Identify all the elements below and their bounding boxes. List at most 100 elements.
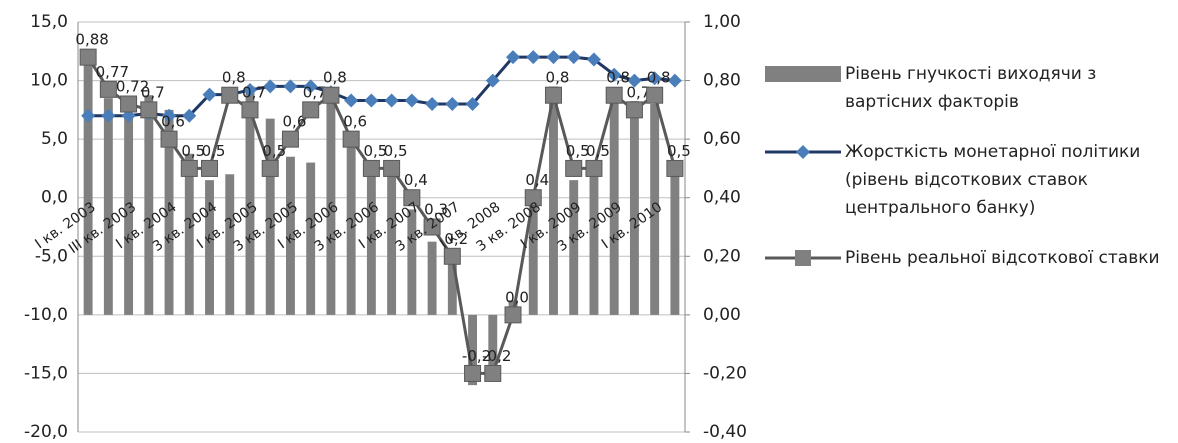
- marker: [261, 159, 279, 177]
- marker: [605, 86, 623, 104]
- bar: [205, 180, 214, 315]
- legend-item: Жорсткість монетарної політики (рівень в…: [765, 138, 1175, 222]
- marker: [566, 50, 581, 65]
- marker: [162, 108, 177, 123]
- y2-tick-label: 0,00: [703, 305, 741, 325]
- data-label: 0,5: [586, 142, 610, 160]
- marker: [384, 93, 399, 108]
- marker: [423, 218, 441, 236]
- data-label: 0,7: [626, 83, 650, 101]
- marker: [283, 79, 298, 94]
- bar: [589, 168, 599, 315]
- bar: [326, 98, 336, 315]
- bar: [265, 118, 275, 315]
- marker: [383, 159, 401, 177]
- y-tick-label: 10,0: [30, 71, 68, 91]
- legend-swatch: [765, 66, 841, 82]
- bar: [245, 86, 255, 315]
- chart: -20,0 -15,0 -10,0 -5,0 0,0 5,0 10,0 15,0 -0,40 -0…: [24, 12, 747, 442]
- marker: [526, 50, 541, 65]
- y2-tick-label: 0,60: [703, 129, 741, 149]
- bar: [609, 95, 619, 315]
- data-label: 0,6: [283, 113, 307, 131]
- marker: [221, 86, 239, 104]
- data-label: 0,88: [75, 31, 108, 49]
- bar: [549, 86, 558, 315]
- marker: [362, 159, 380, 177]
- bar: [164, 109, 174, 315]
- data-label: 0,5: [262, 142, 286, 160]
- bar: [83, 63, 93, 315]
- swatch: [795, 250, 811, 266]
- marker: [443, 247, 461, 265]
- bar: [366, 174, 376, 315]
- marker: [344, 93, 359, 108]
- marker: [485, 73, 500, 88]
- y2-tick-label: 0,80: [703, 71, 741, 91]
- data-label: 0,4: [525, 171, 549, 189]
- data-label: 0,6: [343, 113, 367, 131]
- bar: [285, 156, 295, 315]
- bar: [650, 104, 660, 315]
- y-tick-label: -5,0: [35, 246, 68, 266]
- bar: [629, 101, 639, 315]
- y2-tick-label: 1,00: [703, 12, 741, 32]
- data-label: 0,6: [161, 113, 185, 131]
- bar: [468, 314, 478, 386]
- y2-tick-label: 0,20: [703, 246, 741, 266]
- marker: [404, 93, 419, 108]
- marker: [504, 306, 522, 324]
- data-label: 0,5: [202, 142, 226, 160]
- legend: Рівень гнучкості виходячи з вартісних фа…: [765, 60, 1175, 294]
- bar: [407, 209, 417, 315]
- marker: [202, 87, 217, 102]
- data-label: -0,2: [462, 347, 491, 365]
- marker: [647, 71, 662, 86]
- legend-label: Жорсткість монетарної політики (рівень в…: [845, 142, 1141, 218]
- marker: [81, 108, 96, 123]
- y-tick-label: -20,0: [24, 422, 68, 442]
- marker: [403, 189, 421, 207]
- marker: [322, 86, 340, 104]
- data-label: 0,5: [181, 142, 205, 160]
- bar: [569, 180, 579, 315]
- legend-swatch: [765, 145, 841, 159]
- data-label: -0,2: [482, 347, 511, 365]
- data-label: 0,5: [566, 142, 590, 160]
- marker: [101, 108, 116, 123]
- bar: [670, 171, 680, 315]
- marker: [201, 159, 219, 177]
- bar: [427, 241, 437, 315]
- data-label: 0,77: [96, 63, 129, 81]
- legend-label: Рівень реальної відсоткової ставки: [845, 248, 1160, 268]
- y-tick-label: -10,0: [24, 305, 68, 325]
- marker: [241, 101, 259, 119]
- data-label: 0,8: [323, 69, 347, 87]
- marker: [182, 108, 197, 123]
- marker: [544, 86, 562, 104]
- y2-tick-label: -0,40: [703, 422, 747, 442]
- bar: [346, 133, 356, 315]
- data-label: 0,2: [444, 230, 468, 248]
- data-label: 0,8: [546, 69, 570, 87]
- data-label: 0,7: [303, 83, 327, 101]
- marker: [607, 67, 622, 82]
- marker: [263, 79, 278, 94]
- marker: [180, 159, 198, 177]
- marker: [303, 79, 318, 94]
- data-label: 0,5: [384, 142, 408, 160]
- marker: [242, 82, 257, 97]
- swatch: [796, 145, 810, 159]
- marker: [625, 101, 643, 119]
- marker: [546, 50, 561, 65]
- data-label: 0,4: [404, 171, 428, 189]
- legend-item: Рівень реальної відсоткової ставки: [765, 244, 1175, 272]
- marker: [79, 48, 97, 66]
- marker: [666, 159, 684, 177]
- marker: [484, 364, 502, 382]
- marker: [302, 101, 320, 119]
- bar: [306, 162, 316, 315]
- data-label: 0,3: [424, 201, 448, 219]
- marker: [120, 95, 138, 113]
